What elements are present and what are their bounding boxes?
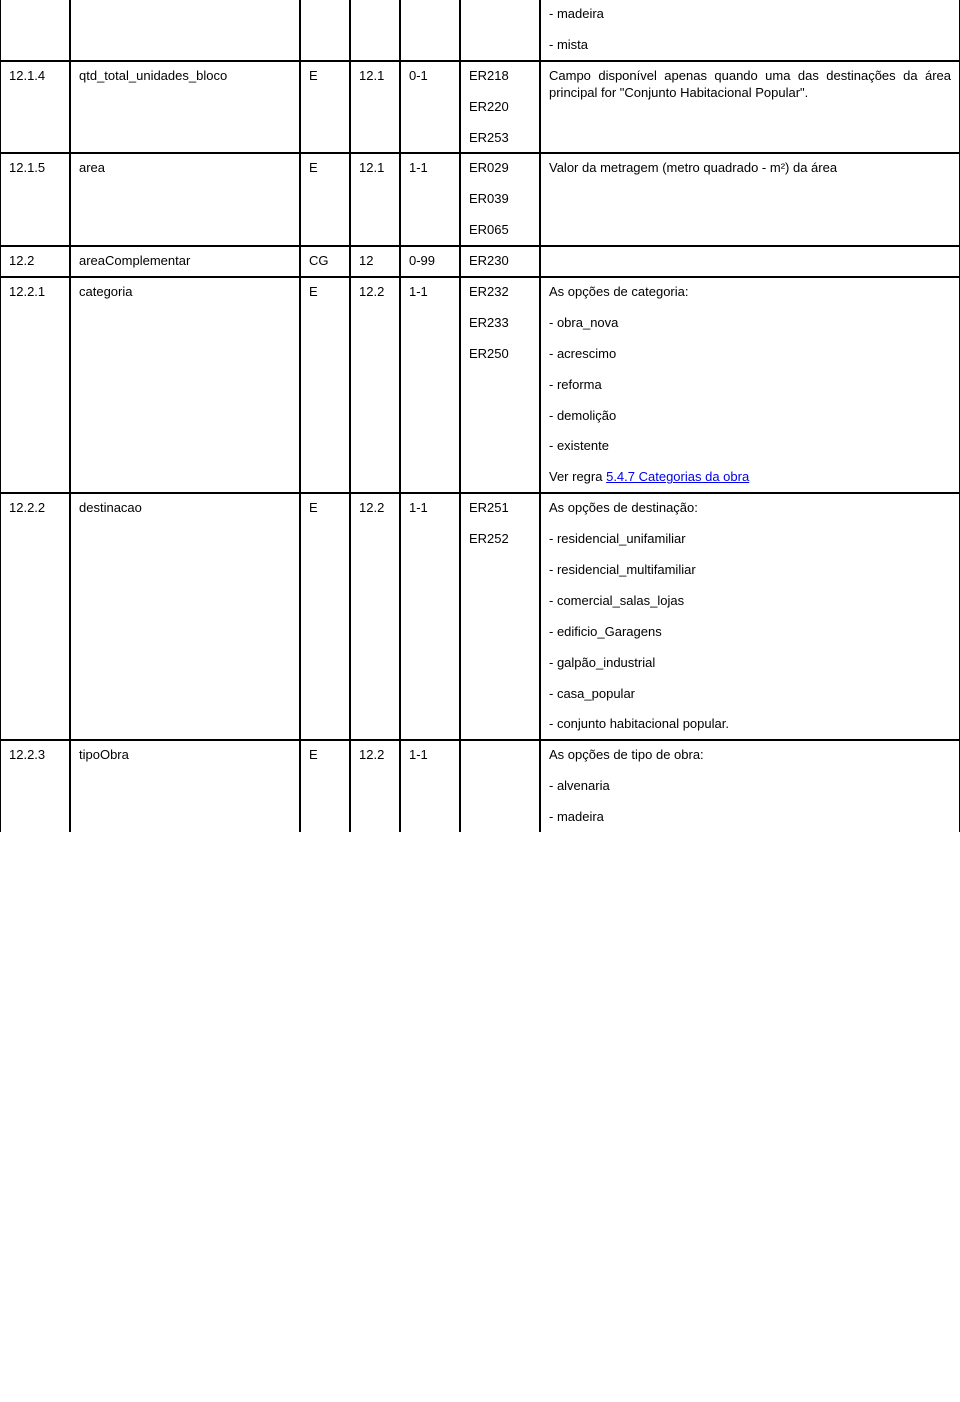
link-prefix: Ver regra	[549, 469, 606, 484]
desc-line: - mista	[549, 37, 951, 54]
cell-c3: E	[300, 493, 350, 740]
cell-c6: ER232 ER233 ER250	[460, 277, 540, 493]
cell-c7	[540, 246, 960, 277]
desc-line: - casa_popular	[549, 686, 951, 703]
cell-c2: destinacao	[70, 493, 300, 740]
cell-c7: Campo disponível apenas quando uma das d…	[540, 61, 960, 154]
cell-c3: CG	[300, 246, 350, 277]
cell-c1: 12.2.3	[0, 740, 70, 832]
code-line: ER220	[469, 99, 531, 116]
cell-c3: E	[300, 61, 350, 154]
cell-c5: 1-1	[400, 153, 460, 246]
reference-link[interactable]: 5.4.7 Categorias da obra	[606, 469, 749, 484]
code-line: ER253	[469, 130, 531, 147]
cell-c4: 12.2	[350, 740, 400, 832]
cell-c6	[460, 0, 540, 61]
cell-c1: 12.1.5	[0, 153, 70, 246]
cell-c6	[460, 740, 540, 832]
cell-c4	[350, 0, 400, 61]
desc-line: - alvenaria	[549, 778, 951, 795]
cell-c4: 12.1	[350, 61, 400, 154]
cell-c6: ER029 ER039 ER065	[460, 153, 540, 246]
code-line: ER039	[469, 191, 531, 208]
desc-line: As opções de categoria:	[549, 284, 951, 301]
cell-c5: 1-1	[400, 740, 460, 832]
cell-c1: 12.2.1	[0, 277, 70, 493]
cell-c1: 12.1.4	[0, 61, 70, 154]
cell-c3: E	[300, 740, 350, 832]
cell-c7: - madeira - mista	[540, 0, 960, 61]
code-line: ER252	[469, 531, 531, 548]
code-line: ER065	[469, 222, 531, 239]
code-line: ER233	[469, 315, 531, 332]
cell-c5: 1-1	[400, 277, 460, 493]
code-line: ER230	[469, 253, 531, 270]
cell-c4: 12.2	[350, 493, 400, 740]
cell-c2: area	[70, 153, 300, 246]
cell-c6: ER218 ER220 ER253	[460, 61, 540, 154]
cell-c3: E	[300, 277, 350, 493]
cell-c1	[0, 0, 70, 61]
cell-c1: 12.2	[0, 246, 70, 277]
document-table: - madeira - mista 12.1.4qtd_total_unidades…	[0, 0, 960, 832]
desc-line: - comercial_salas_lojas	[549, 593, 951, 610]
desc-line: - galpão_industrial	[549, 655, 951, 672]
cell-c7: As opções de categoria: - obra_nova - acre…	[540, 277, 960, 493]
table-row: 12.2areaComplementarCG120-99 ER230	[0, 246, 960, 277]
cell-c5: 0-1	[400, 61, 460, 154]
cell-c7: Valor da metragem (metro quadrado - m²) …	[540, 153, 960, 246]
desc-line: As opções de tipo de obra:	[549, 747, 951, 764]
table-row: 12.2.2destinacaoE12.21-1 ER251 ER252 As opç…	[0, 493, 960, 740]
desc-line: - reforma	[549, 377, 951, 394]
desc-line: - madeira	[549, 809, 951, 826]
table-row: 12.2.3tipoObraE12.21-1 As opções de tipo …	[0, 740, 960, 832]
cell-c4: 12.2	[350, 277, 400, 493]
desc-line: - residencial_unifamiliar	[549, 531, 951, 548]
desc-link-line: Ver regra 5.4.7 Categorias da obra	[549, 469, 951, 486]
cell-c2: areaComplementar	[70, 246, 300, 277]
code-line: ER251	[469, 500, 531, 517]
cell-c6: ER230	[460, 246, 540, 277]
table-row: 12.1.4qtd_total_unidades_blocoE12.10-1ER…	[0, 61, 960, 154]
cell-c5: 1-1	[400, 493, 460, 740]
desc-line: - existente	[549, 438, 951, 455]
cell-c7: As opções de tipo de obra: - alvenaria - m…	[540, 740, 960, 832]
table-row: - madeira - mista	[0, 0, 960, 61]
cell-c3: E	[300, 153, 350, 246]
cell-c5	[400, 0, 460, 61]
code-line: ER029	[469, 160, 531, 177]
desc-line: Valor da metragem (metro quadrado - m²) …	[549, 160, 951, 177]
code-line: ER218	[469, 68, 531, 85]
cell-c3	[300, 0, 350, 61]
desc-line: As opções de destinação:	[549, 500, 951, 517]
code-line: ER250	[469, 346, 531, 363]
table-row: 12.2.1categoriaE12.21-1 ER232 ER233 ER250 As…	[0, 277, 960, 493]
cell-c2: qtd_total_unidades_bloco	[70, 61, 300, 154]
cell-c4: 12	[350, 246, 400, 277]
cell-c2: categoria	[70, 277, 300, 493]
desc-line: - edificio_Garagens	[549, 624, 951, 641]
cell-c2: tipoObra	[70, 740, 300, 832]
desc-line: - conjunto habitacional popular.	[549, 716, 951, 733]
desc-line: - obra_nova	[549, 315, 951, 332]
desc-line: - acrescimo	[549, 346, 951, 363]
desc-line: - madeira	[549, 6, 951, 23]
cell-c1: 12.2.2	[0, 493, 70, 740]
table-row: 12.1.5areaE12.11-1 ER029 ER039 ER065 Valor d…	[0, 153, 960, 246]
cell-c2	[70, 0, 300, 61]
cell-c4: 12.1	[350, 153, 400, 246]
desc-line: Campo disponível apenas quando uma das d…	[549, 68, 951, 102]
desc-line: - demolição	[549, 408, 951, 425]
desc-line: - residencial_multifamiliar	[549, 562, 951, 579]
cell-c6: ER251 ER252	[460, 493, 540, 740]
cell-c7: As opções de destinação: - residencial_un…	[540, 493, 960, 740]
code-line: ER232	[469, 284, 531, 301]
cell-c5: 0-99	[400, 246, 460, 277]
